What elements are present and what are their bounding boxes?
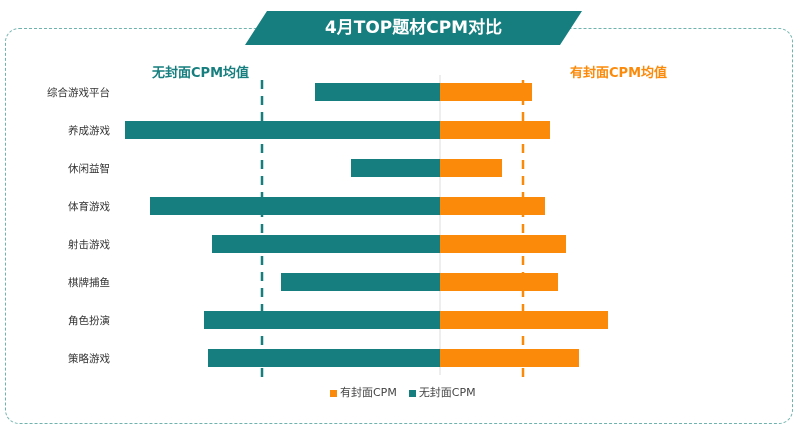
category-label: 体育游戏: [68, 200, 110, 213]
title-banner: 4月TOP题材CPM对比: [245, 11, 582, 45]
legend-label: 有封面CPM: [340, 386, 397, 399]
bar-without-cover: [212, 235, 440, 253]
bar-with-cover: [440, 121, 550, 139]
bar-without-cover: [281, 273, 440, 291]
category-label: 策略游戏: [68, 352, 110, 365]
category-label: 综合游戏平台: [47, 86, 110, 99]
bar-without-cover: [208, 349, 440, 367]
category-label: 养成游戏: [68, 124, 110, 137]
bar-with-cover: [440, 197, 545, 215]
bar-without-cover: [150, 197, 440, 215]
bar-with-cover: [440, 159, 502, 177]
bar-with-cover: [440, 235, 566, 253]
category-label: 休闲益智: [68, 162, 110, 175]
category-label: 射击游戏: [68, 238, 110, 251]
legend-item-with-cover: 有封面CPM: [330, 384, 397, 400]
legend: 有封面CPM 无封面CPM: [330, 384, 476, 400]
bar-with-cover: [440, 273, 558, 291]
left-average-label: 无封面CPM均值: [152, 66, 250, 81]
category-label: 角色扮演: [68, 314, 110, 327]
legend-label: 无封面CPM: [418, 386, 476, 399]
category-label: 棋牌捕鱼: [68, 276, 110, 289]
right-average-label: 有封面CPM均值: [570, 66, 668, 81]
bar-without-cover: [125, 121, 440, 139]
chart-title: 4月TOP题材CPM对比: [324, 18, 503, 38]
bar-with-cover: [440, 83, 532, 101]
bar-without-cover: [315, 83, 440, 101]
bar-with-cover: [440, 349, 579, 367]
legend-swatch-teal: [408, 389, 416, 397]
legend-swatch-orange: [330, 389, 337, 397]
bar-without-cover: [204, 311, 440, 329]
bar-without-cover: [351, 159, 440, 177]
legend-item-without-cover: 无封面CPM: [408, 384, 476, 400]
